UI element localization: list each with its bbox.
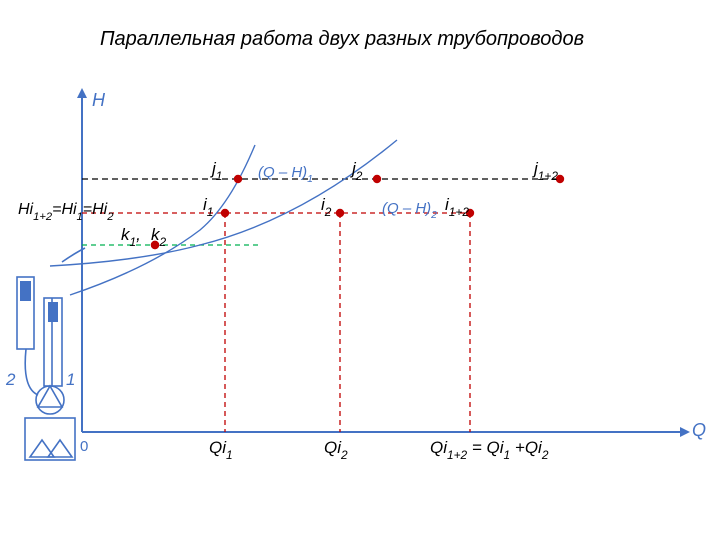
label-j2: j2 bbox=[352, 159, 362, 181]
label-k2: k2 bbox=[151, 225, 166, 247]
label-j1: j1 bbox=[212, 159, 222, 181]
pump-label-2: 2 bbox=[6, 370, 15, 390]
curve-label-QH2: (Q – H)2 bbox=[382, 200, 437, 220]
label-k1: k1, bbox=[121, 225, 141, 247]
label-j12: j1+2 bbox=[534, 159, 558, 181]
curve-label-QH1: (Q – H)1 bbox=[258, 164, 313, 184]
xlabel-Qi12: Qi1+2 = Qi1 +Qi2 bbox=[430, 438, 548, 460]
label-i1: i1 bbox=[203, 195, 213, 217]
hi-level-label: Нi1+2=Нi1=Нi2 bbox=[18, 201, 113, 221]
pump-label-1: 1 bbox=[66, 370, 75, 390]
xlabel-Qi2: Qi2 bbox=[324, 438, 348, 460]
label-i2: i2 bbox=[321, 195, 331, 217]
label-i12: i1+2 bbox=[445, 195, 469, 217]
xlabel-Qi1: Qi1 bbox=[209, 438, 233, 460]
diagram-svg bbox=[0, 0, 720, 540]
